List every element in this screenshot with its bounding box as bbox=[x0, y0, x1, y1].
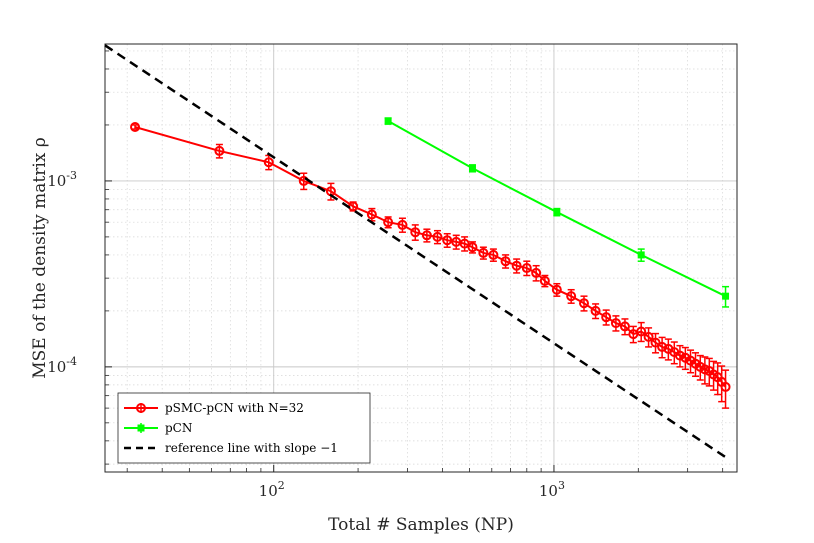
data-point bbox=[366, 209, 377, 220]
data-point bbox=[521, 263, 532, 274]
axis-ticks bbox=[105, 50, 724, 472]
data-point bbox=[214, 145, 225, 156]
data-point bbox=[384, 117, 392, 125]
data-point bbox=[590, 305, 601, 316]
y-tick-label: 10-4 bbox=[47, 355, 77, 376]
legend-entry-reference: reference line with slope −1 bbox=[124, 441, 338, 455]
series-line bbox=[134, 126, 727, 388]
data-point bbox=[468, 164, 476, 172]
data-point bbox=[531, 267, 542, 278]
data-point bbox=[467, 242, 478, 253]
data-point bbox=[511, 260, 522, 271]
data-point bbox=[551, 284, 562, 295]
plot-frame bbox=[104, 43, 738, 473]
data-point bbox=[432, 231, 443, 242]
data-point bbox=[410, 227, 421, 238]
legend-label-pSMC: pSMC-pCN with N=32 bbox=[165, 401, 304, 415]
legend-entry-pCN: pCN bbox=[124, 421, 192, 435]
data-point bbox=[674, 350, 685, 361]
data-point bbox=[650, 337, 661, 348]
data-point bbox=[553, 208, 561, 216]
data-point bbox=[578, 298, 589, 309]
data-point bbox=[130, 121, 141, 132]
data-point bbox=[657, 341, 668, 352]
data-point bbox=[442, 235, 453, 246]
series-0 bbox=[130, 121, 731, 409]
data-point bbox=[610, 318, 621, 329]
data-point bbox=[722, 292, 730, 300]
data-point bbox=[637, 251, 645, 259]
data-point bbox=[643, 331, 654, 342]
data-point bbox=[488, 249, 499, 260]
legend-entry-pSMC: pSMC-pCN with N=32 bbox=[124, 401, 304, 415]
series-layer bbox=[104, 44, 731, 459]
legend-label-pCN: pCN bbox=[165, 421, 192, 435]
legend: pSMC-pCN with N=32 pCN reference line wi… bbox=[117, 392, 371, 464]
data-point bbox=[619, 321, 630, 332]
data-point bbox=[720, 381, 731, 392]
data-point bbox=[263, 157, 274, 168]
data-point bbox=[397, 219, 408, 230]
legend-label-reference: reference line with slope −1 bbox=[165, 441, 338, 455]
data-point bbox=[636, 326, 647, 337]
x-tick-label: 103 bbox=[539, 479, 565, 500]
data-point bbox=[500, 256, 511, 267]
series-1 bbox=[384, 117, 730, 308]
x-tick-label: 102 bbox=[259, 479, 285, 500]
data-point bbox=[421, 230, 432, 241]
y-tick-label: 10-3 bbox=[47, 169, 77, 190]
legend-box bbox=[117, 392, 371, 464]
reference-line bbox=[104, 44, 727, 459]
series-2 bbox=[104, 44, 727, 459]
tick-labels: 102 103 10-4 10-3 bbox=[47, 169, 565, 500]
y-axis-label: MSE of the density matrix ρ bbox=[30, 137, 50, 379]
data-point bbox=[478, 247, 489, 258]
data-point bbox=[539, 275, 550, 286]
data-point bbox=[459, 238, 470, 249]
data-point bbox=[601, 312, 612, 323]
data-point bbox=[383, 217, 394, 228]
data-point bbox=[566, 291, 577, 302]
x-axis-label: Total # Samples (NP) bbox=[328, 515, 514, 535]
